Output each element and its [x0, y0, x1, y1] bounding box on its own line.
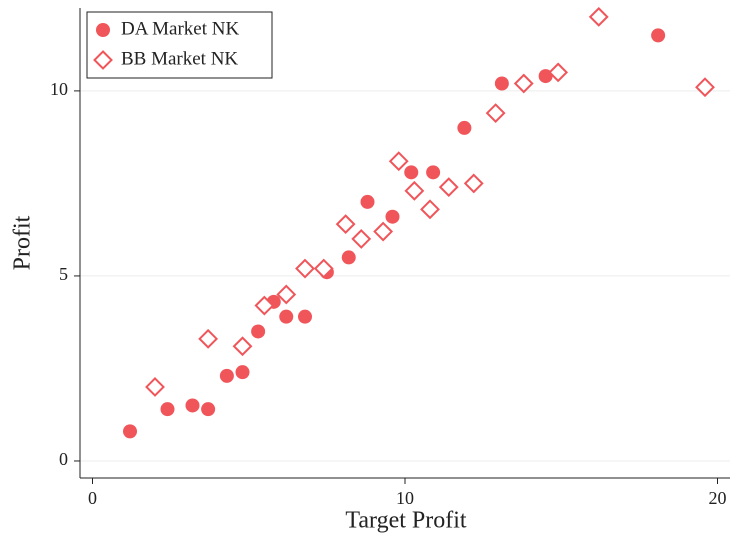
- y-axis-label: Profit: [10, 215, 36, 270]
- diamond-marker: [232, 336, 253, 357]
- diamond-marker: [513, 73, 534, 94]
- diamond-marker: [313, 258, 334, 279]
- circle-marker: [385, 209, 400, 224]
- diamond-marker: [388, 151, 409, 172]
- diamond-marker: [420, 199, 440, 220]
- diamond-marker: [548, 62, 569, 83]
- legend-label: BB Market NK: [121, 48, 238, 69]
- diamond-marker: [335, 214, 356, 235]
- circle-marker: [160, 402, 175, 417]
- circle-marker: [235, 365, 250, 380]
- x-tick-label: 20: [709, 488, 727, 508]
- legend-label: DA Market NK: [121, 18, 239, 39]
- circle-marker: [251, 324, 266, 339]
- diamond-marker: [438, 177, 459, 198]
- diamond-marker: [295, 258, 315, 279]
- diamond-marker: [695, 77, 715, 98]
- diamond-marker: [588, 6, 609, 27]
- diamond-marker: [198, 328, 219, 349]
- circle-marker: [341, 250, 356, 265]
- circle-marker: [279, 309, 294, 324]
- diamond-marker: [351, 229, 372, 249]
- diamond-marker: [373, 221, 394, 242]
- circle-marker: [360, 194, 375, 209]
- diamond-marker: [404, 180, 425, 201]
- diamond-marker: [276, 284, 297, 305]
- circle-marker: [651, 28, 666, 43]
- y-tick-label: 10: [50, 79, 68, 99]
- x-tick-label: 10: [396, 488, 414, 508]
- diamond-marker: [93, 50, 113, 70]
- legend-box: [86, 11, 273, 79]
- circle-marker: [219, 368, 234, 383]
- circle-marker: [404, 165, 419, 180]
- diamond-marker: [254, 295, 275, 316]
- y-tick-label: 5: [59, 264, 68, 284]
- circle-marker: [123, 424, 137, 439]
- circle-marker: [201, 402, 216, 417]
- x-tick-label: 0: [88, 488, 97, 508]
- circle-marker: [494, 76, 509, 91]
- circle-marker: [426, 165, 441, 180]
- x-axis-label: Target Profit: [345, 508, 467, 534]
- circle-marker: [457, 120, 472, 135]
- diamond-marker: [485, 103, 506, 124]
- diamond-marker: [463, 173, 484, 194]
- circle-marker: [298, 309, 312, 324]
- y-tick-label: 0: [59, 449, 68, 469]
- circle-marker: [185, 398, 200, 413]
- diamond-marker: [145, 377, 165, 397]
- circle-marker: [96, 23, 110, 37]
